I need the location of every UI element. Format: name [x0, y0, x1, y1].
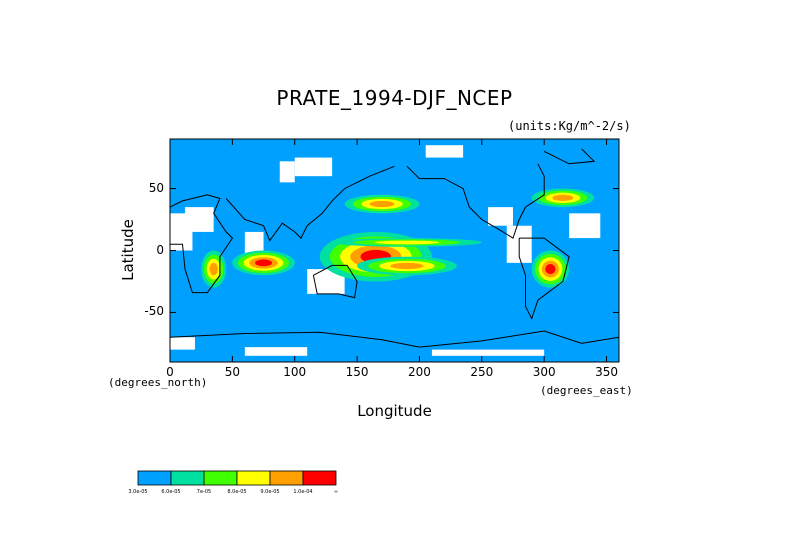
dry-patch-mexico-dry: [488, 207, 513, 226]
colorbar-label-5: 1.0e-04: [293, 489, 313, 495]
coastline-1: [225, 165, 395, 242]
coastline-2: [312, 264, 358, 299]
coastline-0: [170, 194, 234, 294]
colorbar-label-0: 3.0e-05: [128, 489, 148, 495]
x-axis-label: Longitude: [357, 402, 432, 420]
precip-indian-ocean-level-5: [255, 259, 273, 267]
colorbar-swatch-0: [137, 470, 172, 486]
x-tick-label-150: 150: [345, 365, 369, 379]
chart-title: PRATE_1994-DJF_NCEP: [276, 86, 513, 110]
dry-patch-siberia-1: [279, 161, 295, 183]
y-tick-label--50: -50: [144, 304, 164, 319]
precip-north-atlantic-storm-track-level-4: [552, 194, 574, 201]
y-tick-label-0: 0: [156, 242, 164, 257]
coastline-3: [518, 237, 570, 320]
coastline-5: [170, 330, 619, 348]
x-tick-label-350: 350: [595, 365, 618, 379]
colorbar-swatch-3: [236, 470, 271, 486]
colorbar-label-2: 7e-05: [196, 489, 212, 495]
colorbar-swatch-1: [170, 470, 205, 486]
y-tick-label-50: 50: [148, 180, 164, 195]
precip-south-pacific-convergence-level-4: [390, 262, 424, 270]
coastline-6: [543, 148, 596, 165]
x-tick-label-50: 50: [224, 365, 240, 379]
colorbar-label-1: 6.0e-05: [161, 489, 181, 495]
precip-north-pacific-storm-track-level-4: [369, 200, 395, 208]
field-layer: [170, 145, 619, 356]
colorbar-swatch-4: [269, 470, 304, 486]
x-tick-label-100: 100: [283, 365, 307, 379]
dry-patch-arabia: [184, 207, 214, 232]
x-tick-label-250: 250: [470, 365, 494, 379]
x-unit-label: (degrees_east): [540, 384, 633, 397]
x-tick-label-200: 200: [407, 365, 431, 379]
colorbar-label-3: 8.0e-05: [227, 489, 247, 495]
coastline-4: [406, 163, 545, 239]
x-tick-label-300: 300: [532, 365, 556, 379]
dry-patch-antarctic-3: [431, 349, 545, 356]
dry-patch-atlantic-dry: [569, 213, 601, 239]
colorbar-swatch-2: [203, 470, 238, 486]
precip-itcz-pacific-level-3: [374, 240, 440, 245]
dry-patch-antarctic-2: [244, 347, 308, 356]
x-tick-label-0: 0: [166, 365, 174, 379]
colorbar-swatch-5: [302, 470, 337, 486]
precip-amazon-level-5: [545, 264, 556, 275]
colorbar-label-6: ∞: [333, 489, 339, 495]
y-unit-label: (degrees_north): [108, 376, 208, 389]
colorbar-label-4: 9.0e-05: [260, 489, 280, 495]
dry-patch-antarctic-1: [170, 337, 195, 350]
units-label: (units:Kg/m^-2/s): [508, 119, 631, 133]
precip-southern-africa-level-4: [209, 262, 218, 276]
dry-patch-arctic-1: [425, 145, 464, 158]
dry-patch-siberia-2: [294, 157, 333, 177]
